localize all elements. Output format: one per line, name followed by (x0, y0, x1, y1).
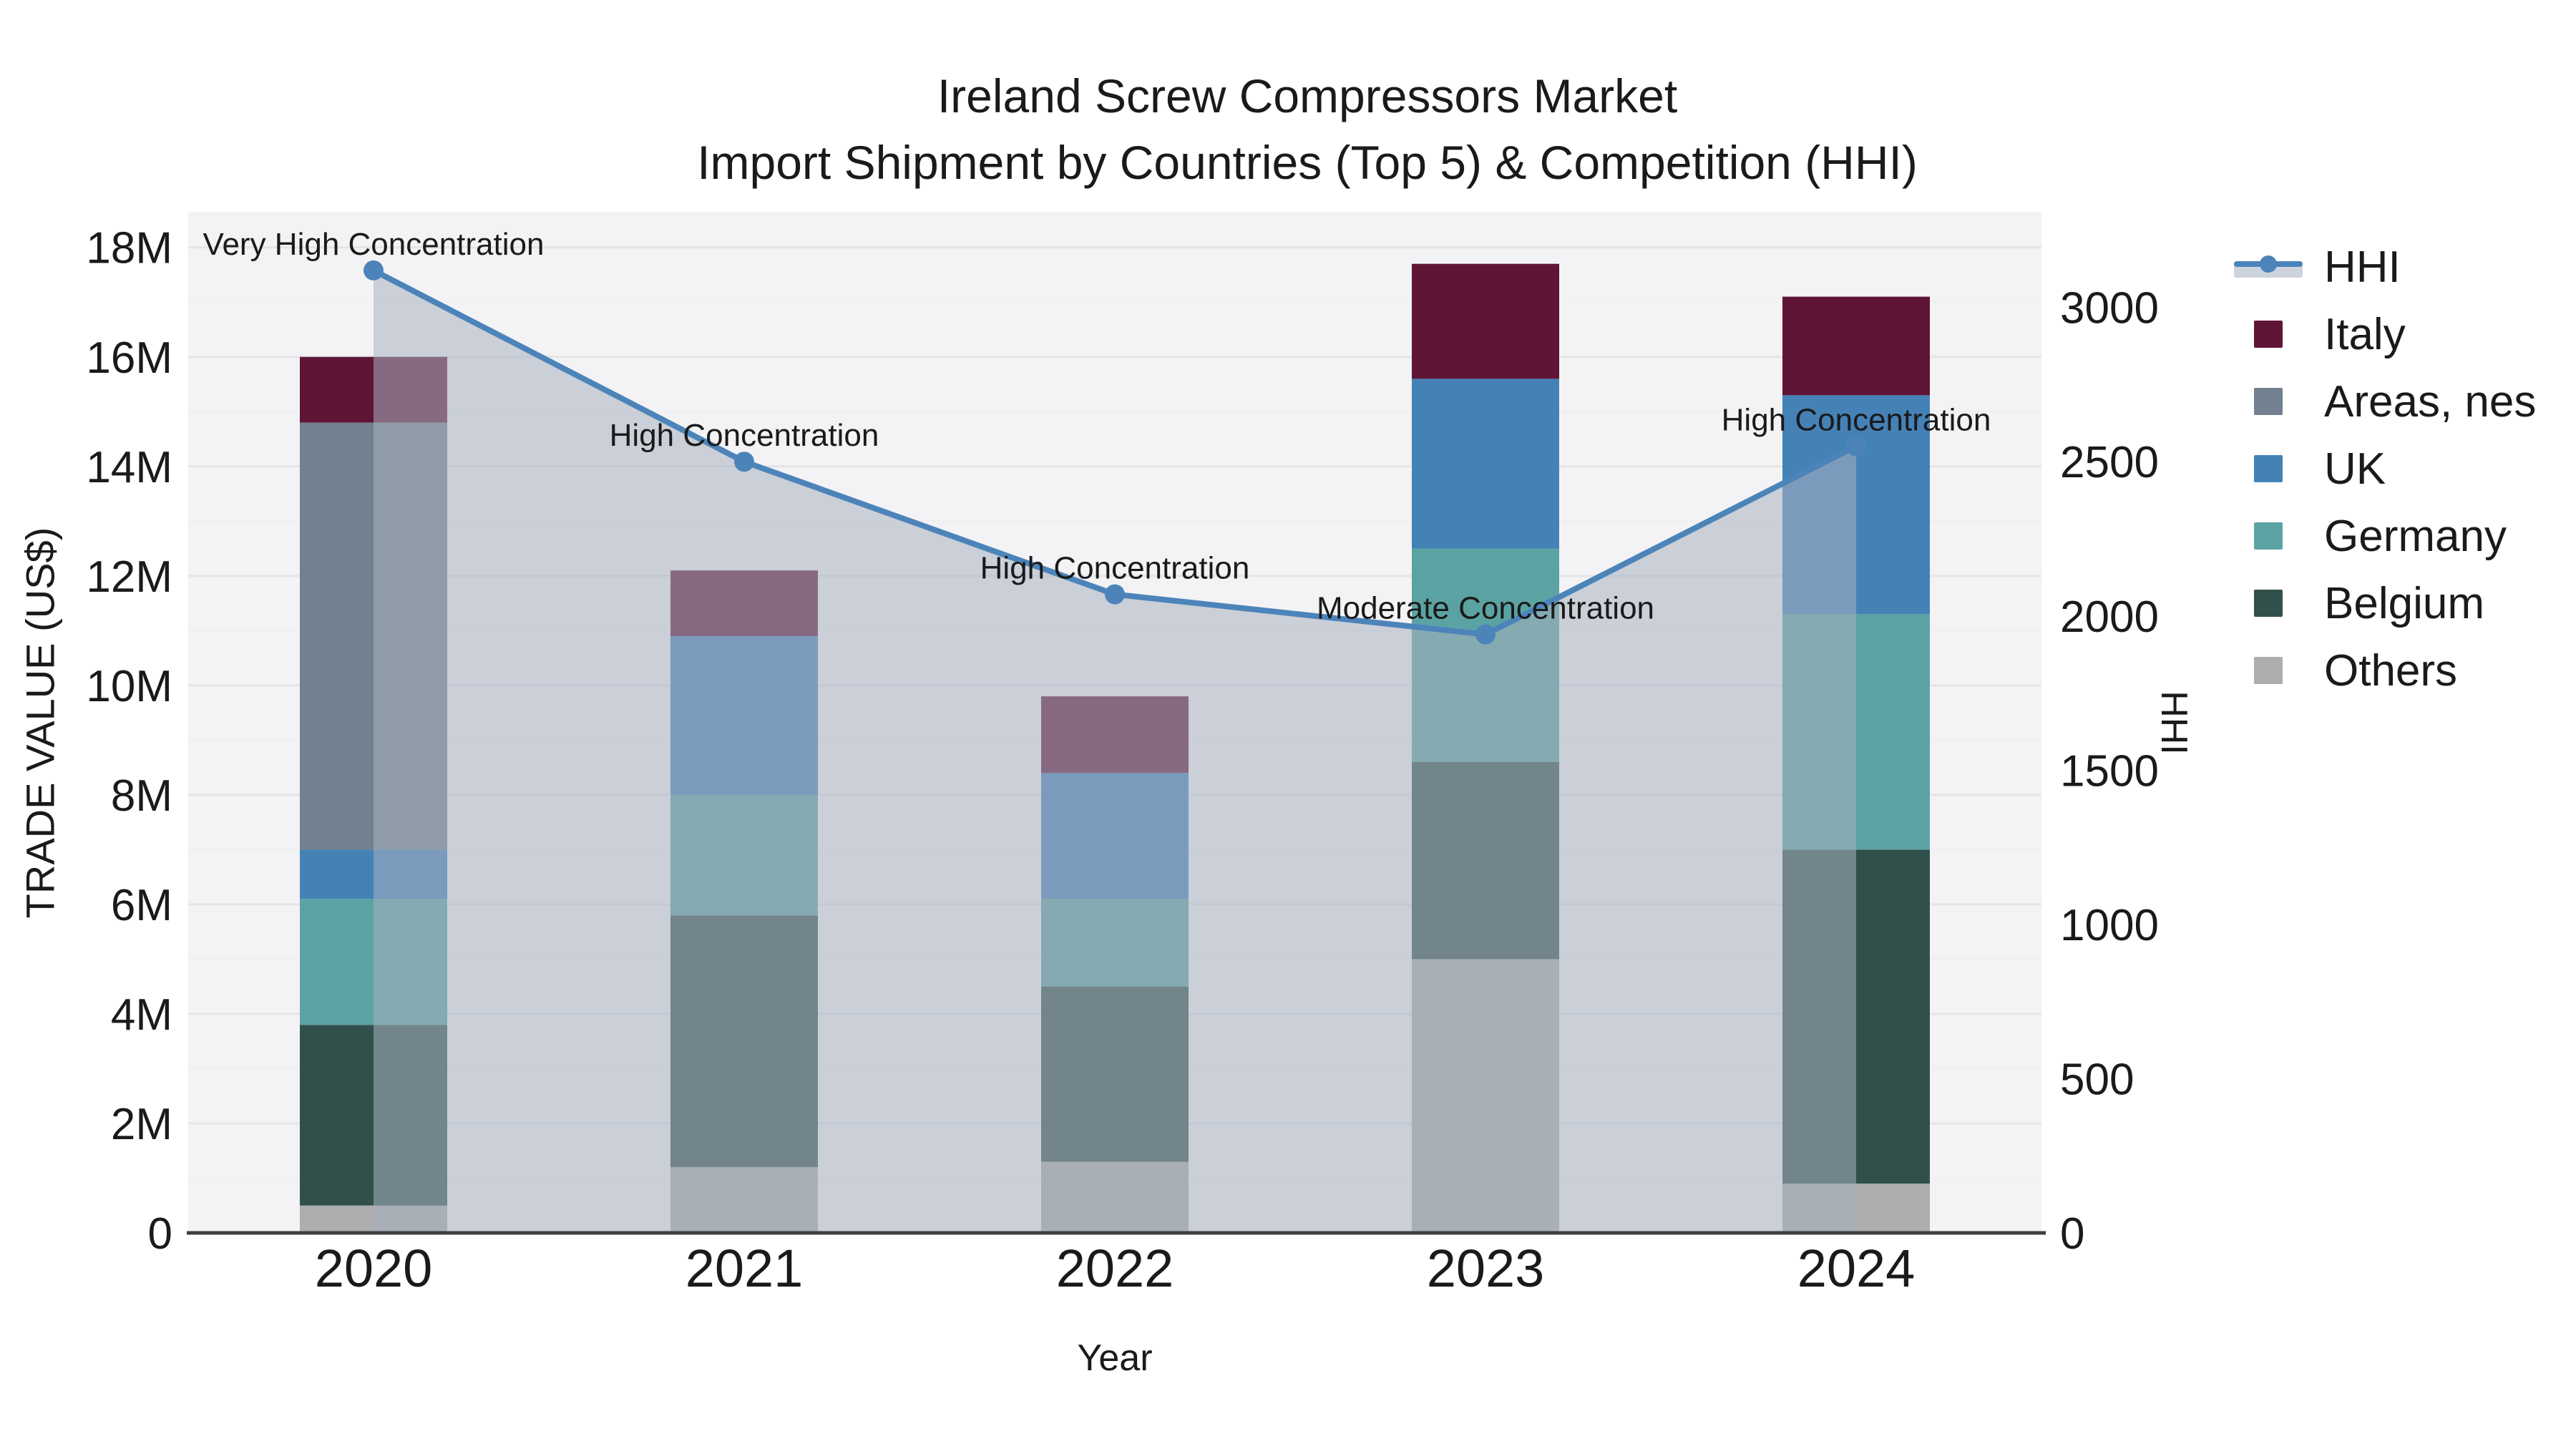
legend-item-areas--nes[interactable]: Areas, nes (2231, 368, 2536, 435)
legend-swatch-icon (2231, 388, 2306, 415)
annotation-2020: Very High Concentration (203, 227, 545, 262)
y-right-tick-2500: 2500 (2060, 438, 2159, 487)
x-tick-2022: 2022 (1056, 1239, 1174, 1298)
legend-label: Belgium (2324, 578, 2484, 628)
y-left-tick-12M: 12M (86, 552, 172, 602)
legend-item-others[interactable]: Others (2231, 637, 2536, 704)
annotation-2024: High Concentration (1722, 403, 1991, 438)
legend-swatch-icon (2231, 522, 2306, 550)
y-left-tick-18M: 18M (86, 224, 172, 273)
legend: HHI Italy Areas, nes UK Germany Belgium Others (2231, 233, 2536, 704)
annotation-2021: High Concentration (610, 418, 879, 453)
y-left-tick-10M: 10M (86, 662, 172, 711)
y-right-tick-1000: 1000 (2060, 901, 2159, 950)
bar-segment-2023-italy[interactable] (1412, 263, 1559, 379)
hhi-marker-2021[interactable] (734, 452, 754, 472)
legend-swatch-icon (2231, 321, 2306, 348)
legend-label: Germany (2324, 511, 2507, 561)
legend-swatch-icon (2231, 590, 2306, 617)
uk-color-swatch (2254, 455, 2283, 482)
y-left-tick-4M: 4M (111, 990, 172, 1040)
legend-item-uk[interactable]: UK (2231, 435, 2536, 502)
x-tick-2021: 2021 (686, 1239, 804, 1298)
annotation-2022: High Concentration (980, 551, 1250, 586)
y-axis-title-left: TRADE VALUE (US$) (17, 527, 63, 919)
legend-item-italy[interactable]: Italy (2231, 301, 2536, 368)
legend-label: UK (2324, 444, 2386, 494)
y-left-tick-8M: 8M (111, 771, 172, 821)
legend-label: HHI (2324, 242, 2401, 292)
germany-color-swatch (2254, 522, 2283, 550)
bar-segment-2024-italy[interactable] (1782, 296, 1930, 396)
y-right-tick-2000: 2000 (2060, 592, 2159, 642)
legend-label: Others (2324, 645, 2458, 696)
chart-title-line1: Ireland Screw Compressors Market (937, 69, 1678, 122)
y-left-tick-6M: 6M (111, 881, 172, 930)
y-left-tick-16M: 16M (86, 333, 172, 383)
chart-title: Ireland Screw Compressors Market Import … (697, 63, 1918, 196)
x-tick-2020: 2020 (315, 1239, 433, 1298)
bar-segment-2023-uk[interactable] (1412, 379, 1559, 549)
legend-item-belgium[interactable]: Belgium (2231, 570, 2536, 637)
hhi-marker-2022[interactable] (1105, 584, 1125, 605)
hhi-marker-2024[interactable] (1846, 436, 1866, 457)
chart-title-line2: Import Shipment by Countries (Top 5) & C… (697, 136, 1918, 189)
legend-label: Areas, nes (2324, 376, 2537, 426)
x-axis-title: Year (1077, 1337, 1153, 1379)
annotation-2023: Moderate Concentration (1317, 591, 1654, 626)
areas--nes-color-swatch (2254, 388, 2283, 415)
legend-label: Italy (2324, 309, 2406, 359)
hhi-line-sample (2234, 255, 2303, 279)
y-right-tick-3000: 3000 (2060, 284, 2159, 333)
y-left-tick-2M: 2M (111, 1100, 172, 1149)
y-right-tick-1500: 1500 (2060, 746, 2159, 796)
y-axis-title-right: HHI (2153, 691, 2195, 755)
y-left-tick-14M: 14M (86, 443, 172, 492)
hhi-marker-swatch (2260, 255, 2277, 273)
italy-color-swatch (2254, 321, 2283, 348)
legend-swatch-icon (2231, 455, 2306, 482)
x-tick-2023: 2023 (1427, 1239, 1545, 1298)
y-right-tick-500: 500 (2060, 1055, 2134, 1104)
hhi-area-fill (374, 270, 1856, 1234)
legend-swatch-icon (2231, 657, 2306, 684)
x-tick-2024: 2024 (1797, 1239, 1916, 1298)
y-left-tick-0: 0 (148, 1209, 172, 1259)
others-color-swatch (2254, 657, 2283, 684)
legend-item-hhi[interactable]: HHI (2231, 233, 2536, 301)
belgium-color-swatch (2254, 590, 2283, 617)
legend-hhi-line-icon (2231, 255, 2306, 279)
hhi-marker-2023[interactable] (1475, 624, 1496, 645)
hhi-marker-2020[interactable] (364, 260, 384, 280)
legend-item-germany[interactable]: Germany (2231, 502, 2536, 570)
y-right-tick-0: 0 (2060, 1209, 2084, 1259)
